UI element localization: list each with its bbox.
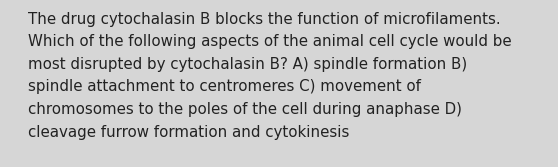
Text: The drug cytochalasin B blocks the function of microfilaments.: The drug cytochalasin B blocks the funct… — [28, 12, 501, 27]
Text: cleavage furrow formation and cytokinesis: cleavage furrow formation and cytokinesi… — [28, 125, 349, 139]
Text: Which of the following aspects of the animal cell cycle would be: Which of the following aspects of the an… — [28, 35, 512, 49]
Text: most disrupted by cytochalasin B? A) spindle formation B): most disrupted by cytochalasin B? A) spi… — [28, 57, 467, 72]
Text: spindle attachment to centromeres C) movement of: spindle attachment to centromeres C) mov… — [28, 79, 421, 95]
Text: chromosomes to the poles of the cell during anaphase D): chromosomes to the poles of the cell dur… — [28, 102, 462, 117]
